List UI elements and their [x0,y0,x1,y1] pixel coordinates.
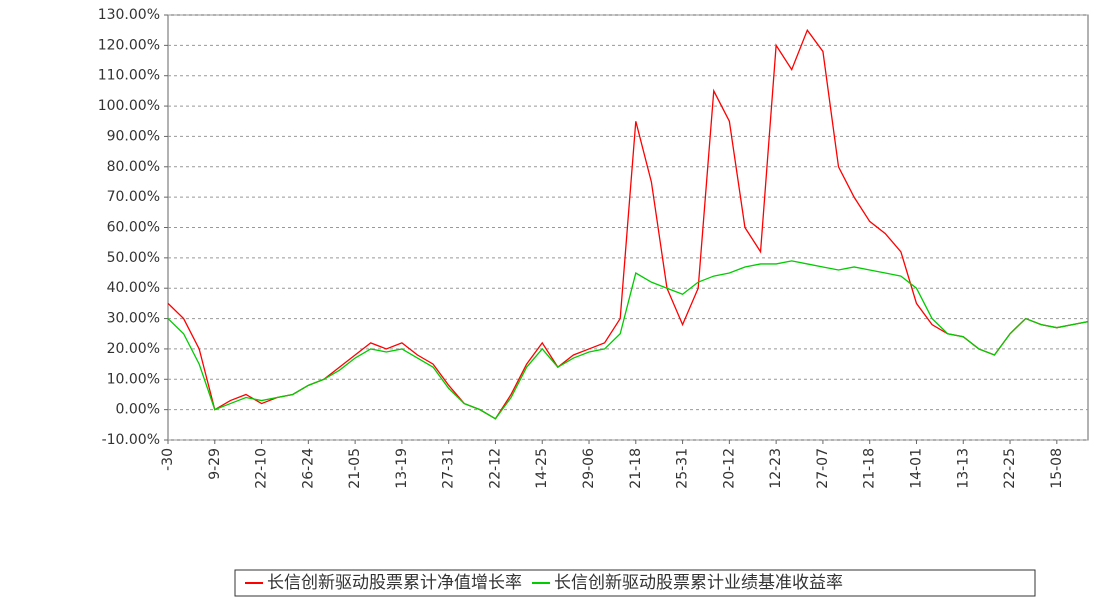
y-tick-label: 50.00% [107,250,160,266]
x-tick-label: 9-29 [207,448,223,480]
x-tick-label: 13-13 [955,448,971,489]
x-tick-label: 13-19 [394,448,410,489]
y-tick-label: 10.00% [107,371,160,387]
y-tick-label: -10.00% [102,432,160,448]
legend-label: 长信创新驱动股票累计业绩基准收益率 [554,573,843,593]
y-tick-label: 30.00% [107,311,160,327]
y-tick-label: 80.00% [107,159,160,175]
y-tick-label: 40.00% [107,280,160,296]
y-tick-label: 130.00% [98,7,160,23]
x-tick-label: 12-23 [768,448,784,489]
x-tick-label: 14-25 [534,448,550,489]
x-tick-label: 20-12 [721,448,737,489]
x-tick-label: 22-12 [487,448,503,489]
x-tick-label: 26-24 [300,448,316,489]
y-tick-label: 110.00% [98,68,160,84]
y-tick-label: 120.00% [98,37,160,53]
series-line [168,30,1088,419]
y-tick-label: 90.00% [107,128,160,144]
x-tick-label: 29-06 [581,448,597,489]
x-tick-label: 15-08 [1049,448,1065,489]
x-tick-label: -30 [160,448,176,471]
x-tick-label: 21-18 [628,448,644,489]
legend-label: 长信创新驱动股票累计净值增长率 [267,573,522,593]
legend: 长信创新驱动股票累计净值增长率 长信创新驱动股票累计业绩基准收益率 [235,570,1035,596]
y-tick-label: 60.00% [107,220,160,236]
y-tick-label: 100.00% [98,98,160,114]
y-tick-label: 70.00% [107,189,160,205]
x-tick-label: 22-10 [254,448,270,489]
x-tick-label: 22-25 [1002,448,1018,489]
x-tick-label: 21-05 [347,448,363,489]
chart: -10.00% 0.00% 10.00% 20.00% 30.00% 40.00% 50.0… [0,0,1096,599]
x-tick-label: 25-31 [675,448,691,489]
y-tick-label: 20.00% [107,341,160,357]
x-tick-label: 27-07 [815,448,831,489]
series-line [168,261,1088,419]
x-tick-label: 21-18 [862,448,878,489]
x-tick-label: 27-31 [441,448,457,489]
x-tick-label: 14-01 [908,448,924,489]
y-tick-label: 0.00% [116,402,160,418]
